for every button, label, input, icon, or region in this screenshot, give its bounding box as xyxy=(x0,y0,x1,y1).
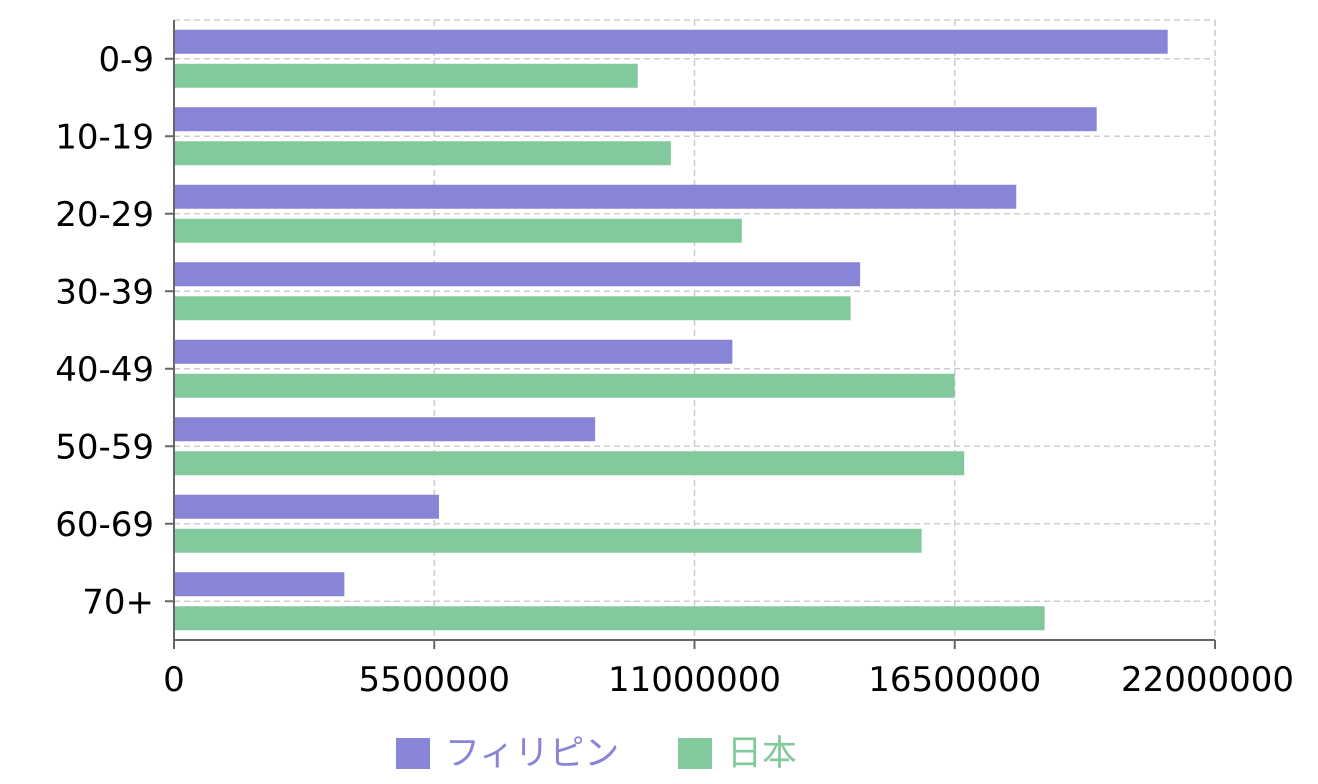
x-tick-label: 22000000 xyxy=(1121,660,1294,700)
bar-series1-0-9 xyxy=(174,29,1168,54)
bar-series1-30-39 xyxy=(174,262,861,287)
legend: フィリピン 日本 xyxy=(396,734,797,774)
bar-series2-40-49 xyxy=(174,373,955,398)
bar-series1-20-29 xyxy=(174,184,1017,209)
y-tick-label: 30-39 xyxy=(55,272,154,312)
legend-label: 日本 xyxy=(727,734,797,774)
y-tick-label: 10-19 xyxy=(55,117,154,157)
bar-series1-70+ xyxy=(174,572,345,597)
bar-series1-60-69 xyxy=(174,494,439,519)
x-tick-label: 0 xyxy=(163,660,185,700)
y-tick-label: 0-9 xyxy=(98,40,154,80)
y-tick-label: 60-69 xyxy=(55,505,154,545)
bar-series2-30-39 xyxy=(174,296,851,321)
bars xyxy=(174,29,1168,631)
bar-series2-50-59 xyxy=(174,451,965,476)
bar-series1-50-59 xyxy=(174,417,596,442)
bar-series2-60-69 xyxy=(174,528,922,553)
bar-series2-10-19 xyxy=(174,141,671,166)
y-tick-label: 70+ xyxy=(82,582,154,622)
y-tick-label: 50-59 xyxy=(55,427,154,467)
bar-series1-40-49 xyxy=(174,339,733,364)
axes: 0-9 10-19 20-29 30-39 40-49 50-59 60-69 70+0 550… xyxy=(55,20,1294,700)
legend-label: フィリピン xyxy=(445,734,619,774)
x-tick-label: 11000000 xyxy=(608,660,781,700)
legend-swatch xyxy=(396,738,430,769)
y-tick-label: 40-49 xyxy=(55,350,154,390)
legend-swatch xyxy=(678,738,712,769)
bar-series2-0-9 xyxy=(174,63,638,88)
grid xyxy=(174,19,1216,640)
x-tick-label: 5500000 xyxy=(359,660,510,700)
bar-series2-20-29 xyxy=(174,218,742,243)
bar-series1-10-19 xyxy=(174,107,1097,132)
x-tick-label: 16500000 xyxy=(868,660,1041,700)
bar-series2-70+ xyxy=(174,606,1045,631)
y-tick-label: 20-29 xyxy=(55,195,154,235)
